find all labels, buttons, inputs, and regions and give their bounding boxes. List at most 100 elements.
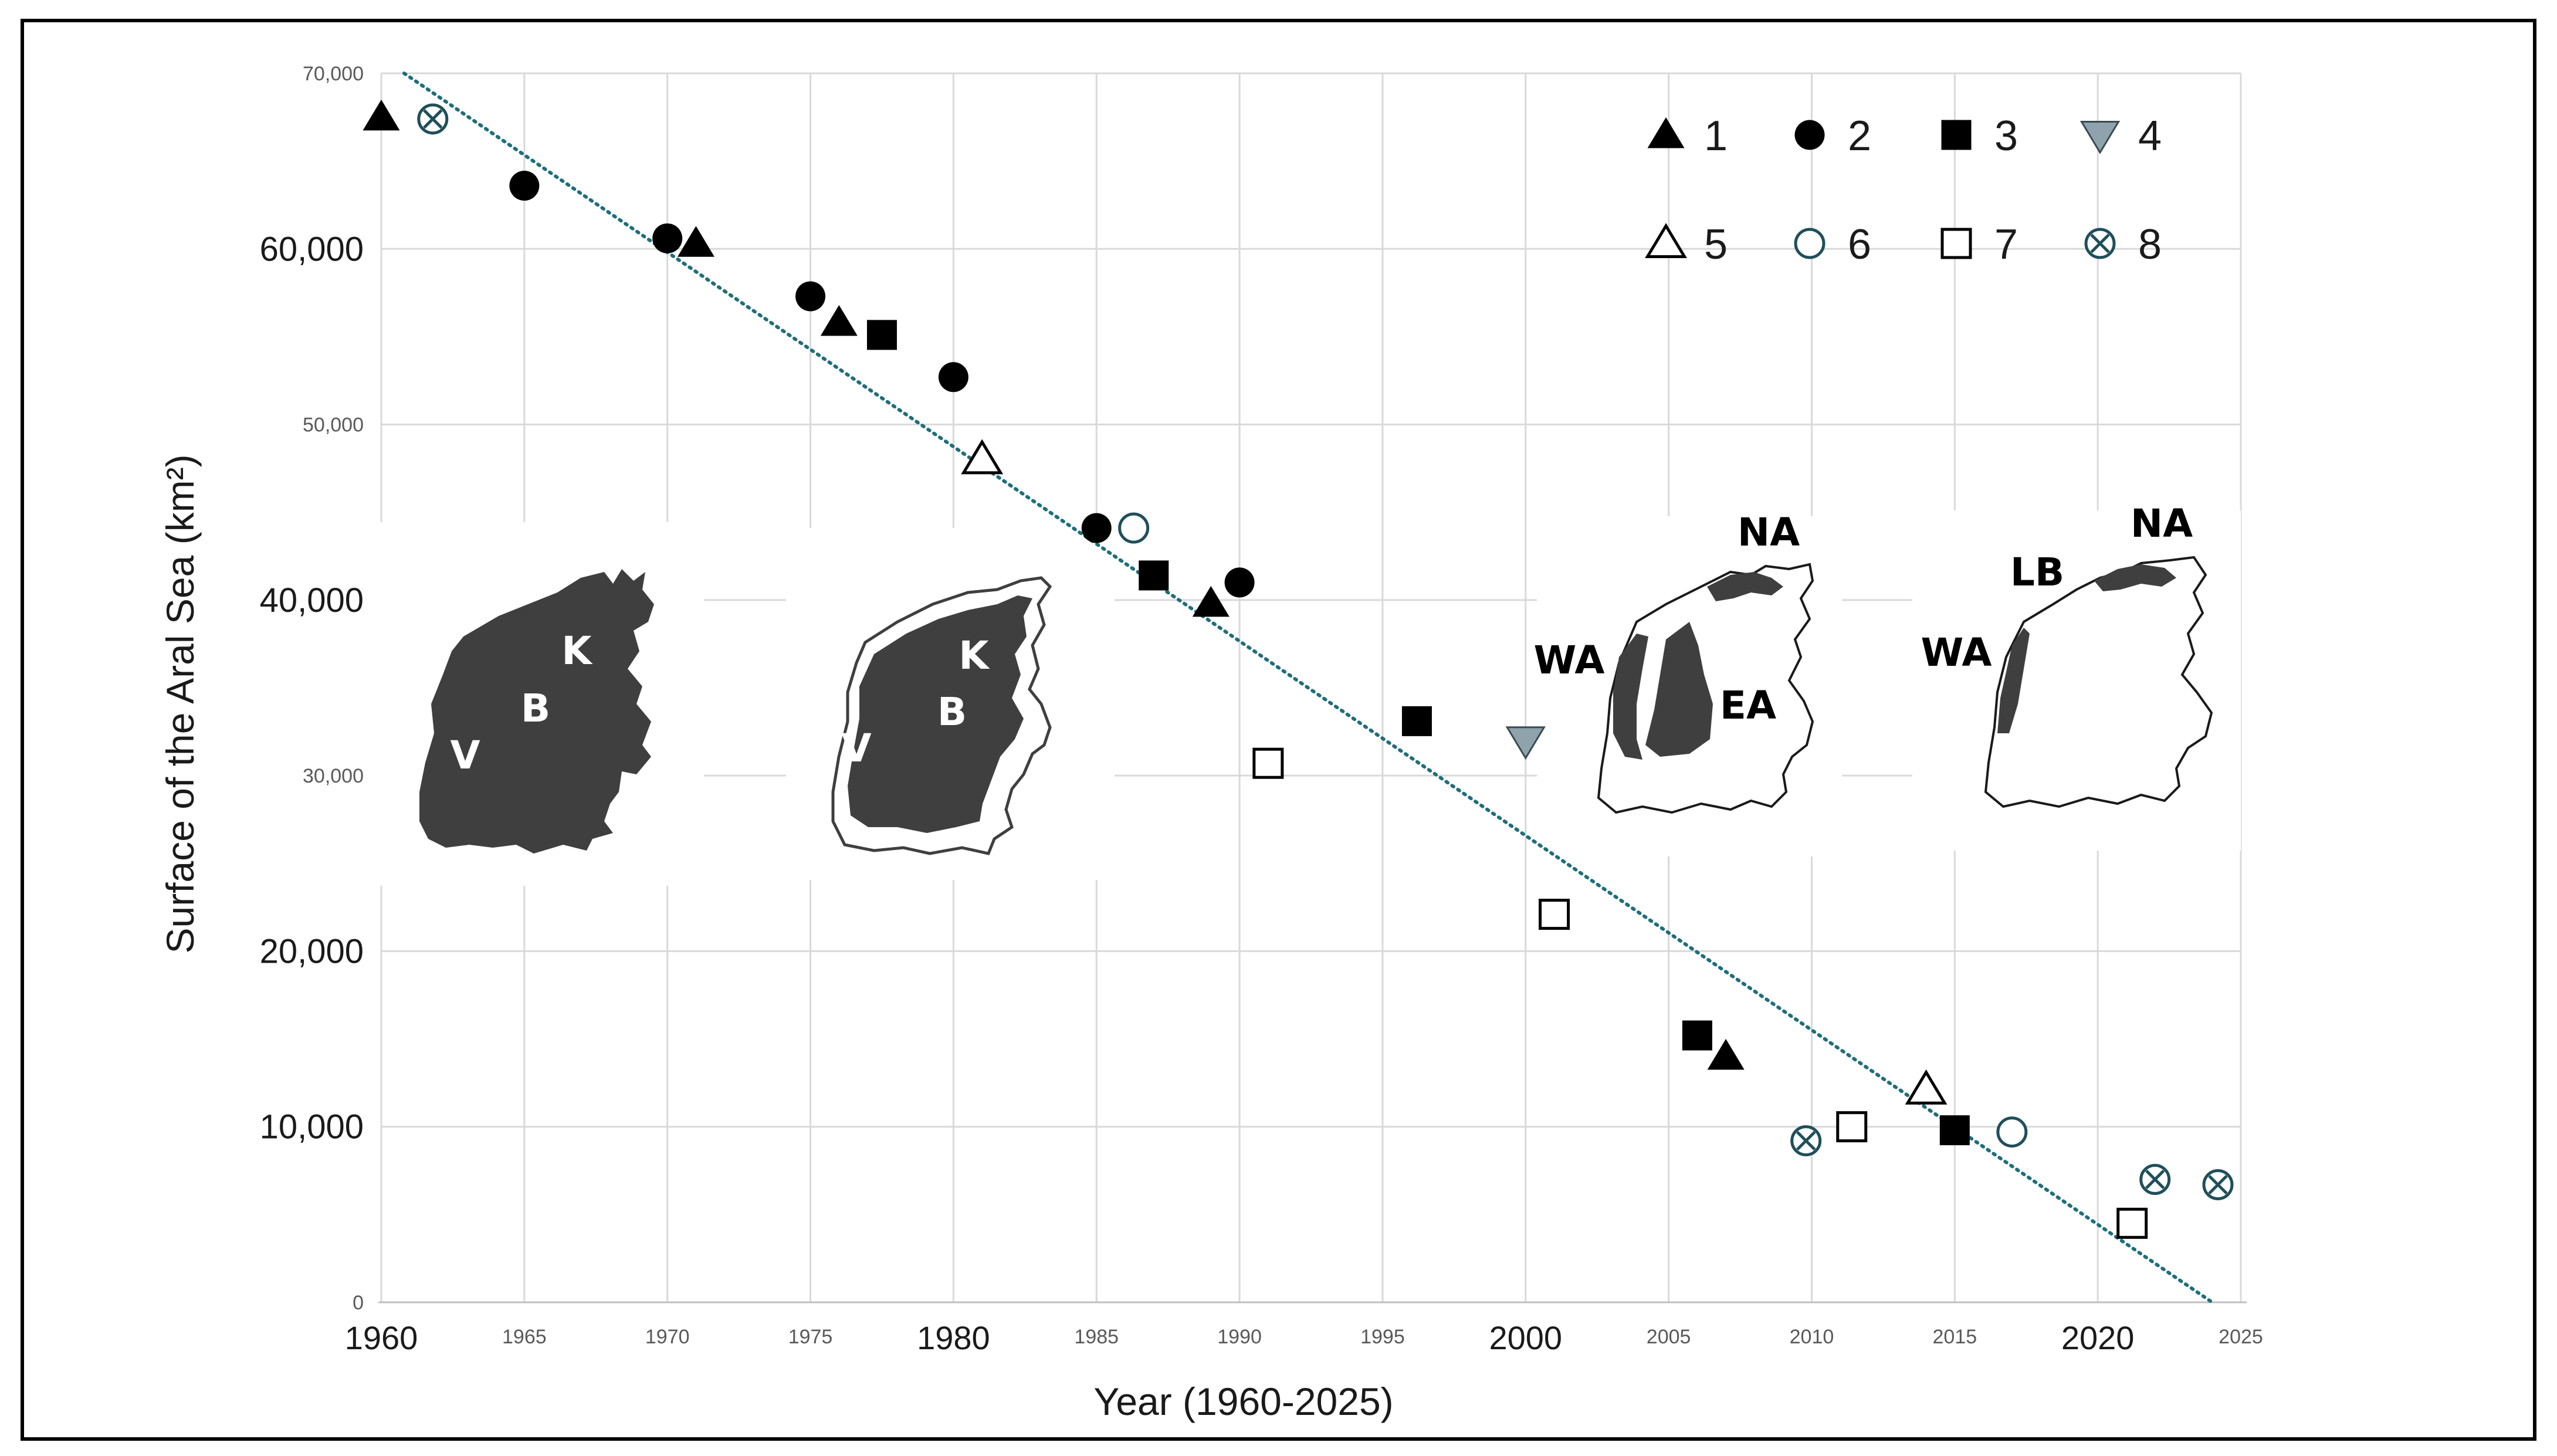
x-tick-label: 1980 [917, 1319, 990, 1356]
data-point-series-1 [1707, 1039, 1745, 1070]
map-label: K [561, 628, 593, 673]
data-point-series-4 [1505, 726, 1546, 760]
x-tick-label: 2010 [1790, 1326, 1834, 1348]
aral-sea-1980-outline [831, 576, 1052, 855]
legend-label-2: 2 [1848, 113, 1871, 160]
y-tick-label: 60,000 [260, 230, 364, 268]
circle-marker [938, 362, 968, 392]
triangle-marker [1707, 1039, 1745, 1070]
data-point-series-1 [363, 99, 400, 131]
open-square-marker [1252, 747, 1284, 779]
data-point-series-1 [820, 304, 858, 336]
aral-basin-outline-4 [1984, 556, 2213, 808]
x-tick-label: 1995 [1360, 1326, 1405, 1348]
figure-frame [21, 19, 2536, 1441]
legend-label-1: 1 [1704, 113, 1728, 160]
down-triangle-marker [1505, 726, 1546, 760]
y-tick-label: 30,000 [303, 765, 364, 787]
x-stroke [2145, 1169, 2165, 1190]
legend-label-4: 4 [2138, 113, 2162, 160]
open-circle-marker [1118, 512, 1150, 544]
legend-marker-4 [2080, 121, 2121, 154]
data-point-series-6 [1118, 512, 1150, 544]
data-point-series-5 [961, 439, 1004, 475]
map-inset-4: NA LB WA [1912, 501, 2241, 851]
data-point-series-1 [1192, 585, 1230, 617]
legend-marker-5 [1645, 223, 1687, 258]
map-label: B [521, 686, 550, 731]
map-label: EA [1720, 683, 1776, 728]
y-tick-label: 50,000 [303, 414, 364, 436]
circle-marker [1081, 513, 1112, 543]
legend-label-7: 7 [1994, 221, 2018, 268]
y-tick-label: 40,000 [260, 581, 364, 619]
data-point-series-1 [677, 226, 714, 257]
data-point-series-8 [2139, 1164, 2171, 1195]
triangle-marker [820, 304, 858, 336]
x-tick-label: 1965 [502, 1326, 547, 1348]
map-insets: K B V K B V NA WA EA [375, 501, 2241, 886]
map-inset-3: NA WA EA [1534, 510, 1842, 856]
legend-marker-6 [1794, 228, 1826, 259]
x-tick-label: 1975 [788, 1326, 833, 1348]
data-points [363, 99, 2234, 1239]
data-point-series-3 [1401, 706, 1432, 736]
data-point-series-3 [1682, 1020, 1712, 1051]
circle-marker [795, 281, 826, 311]
x-axis-title: Year (1960-2025) [1093, 1380, 1393, 1423]
square-marker [1682, 1020, 1712, 1051]
y-tick-label: 0 [353, 1292, 364, 1314]
legend-label-6: 6 [1848, 221, 1871, 268]
down-triangle-marker [2080, 121, 2121, 154]
data-point-series-3 [1139, 560, 1169, 591]
x-stroke [1796, 1131, 1816, 1151]
legend-marker-3 [1941, 120, 1972, 150]
y-tick-label: 70,000 [303, 63, 364, 85]
map-label: V [841, 726, 871, 771]
triangle-marker [363, 99, 400, 131]
west-aral-shape-4 [1997, 628, 2030, 733]
data-point-series-2 [1224, 567, 1255, 598]
east-aral-shape [1645, 622, 1713, 757]
legend: 1 2 3 4 5 6 7 8 [1645, 113, 2162, 268]
legend-marker-2 [1794, 120, 1825, 150]
data-point-series-5 [1905, 1069, 1948, 1105]
data-point-series-2 [509, 171, 540, 201]
square-marker [1401, 706, 1432, 736]
north-aral-shape-4 [2094, 564, 2176, 591]
legend-marker-7 [1940, 228, 1972, 259]
data-point-series-7 [1252, 747, 1284, 779]
open-square-marker [1539, 899, 1570, 930]
square-marker [1139, 560, 1169, 591]
map-label: K [959, 633, 990, 678]
x-tick-label: 1960 [345, 1319, 418, 1356]
data-point-series-2 [652, 223, 683, 253]
open-square-marker [1940, 228, 1972, 259]
open-triangle-marker [1645, 223, 1687, 258]
map-label: NA [1738, 510, 1800, 555]
map-label: NA [2131, 501, 2193, 546]
map-inset-2: K B V [786, 528, 1115, 880]
legend-marker-8 [2084, 228, 2116, 259]
x-stroke [2090, 233, 2110, 253]
x-tick-label: 1985 [1074, 1326, 1119, 1348]
aral-basin-outline-3 [1597, 563, 1814, 814]
triangle-marker [1647, 117, 1685, 148]
data-point-series-6 [1996, 1116, 2028, 1148]
data-point-series-7 [2116, 1207, 2148, 1239]
open-square-marker [1836, 1111, 1868, 1143]
data-point-series-8 [417, 103, 449, 135]
data-point-series-7 [1836, 1111, 1868, 1143]
map-label: WA [1534, 638, 1605, 683]
aral-sea-1960-shape [419, 569, 654, 854]
circle-marker [652, 223, 683, 253]
data-point-series-8 [2202, 1169, 2234, 1200]
map-label: WA [1921, 630, 1992, 675]
north-aral-shape [1707, 572, 1783, 601]
circle-marker [1794, 120, 1825, 150]
open-triangle-marker [961, 439, 1004, 475]
data-point-series-2 [795, 281, 826, 311]
legend-label-3: 3 [1994, 113, 2018, 160]
open-circle-marker [1996, 1116, 2028, 1148]
